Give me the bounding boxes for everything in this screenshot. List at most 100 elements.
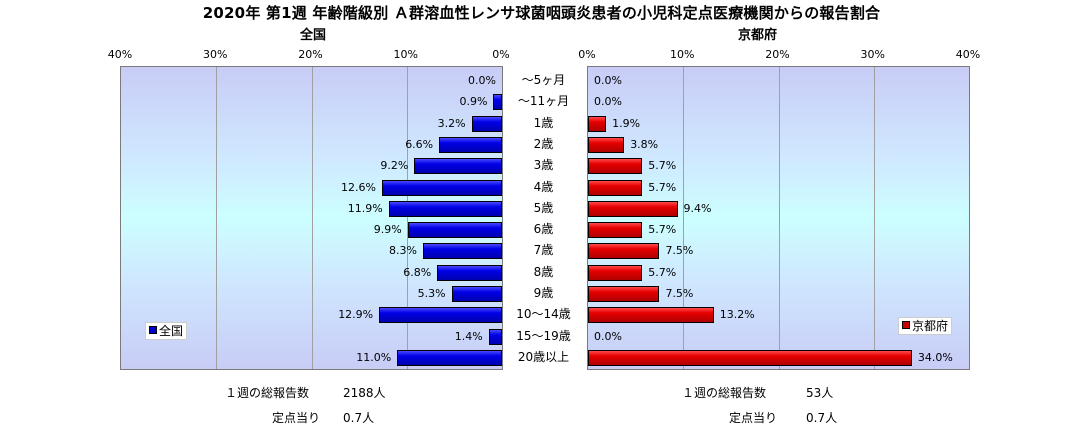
kyoto-value-label: 0.0% (594, 329, 622, 343)
right-axis-tick: 0% (578, 48, 596, 61)
national-value-label: 1.4% (454, 329, 483, 343)
category-label: ～11ヶ月 (517, 94, 570, 109)
kyoto-bar (588, 243, 660, 260)
national-value-label: 0.0% (468, 74, 496, 87)
footer-left-per-value: 0.7人 (343, 411, 375, 425)
kyoto-bar (588, 286, 660, 302)
national-bar (397, 349, 502, 366)
kyoto-value-label: 7.5% (665, 244, 694, 258)
national-value-label: 12.9% (338, 308, 374, 322)
national-bar (379, 307, 502, 324)
national-bar (388, 200, 502, 217)
footer-right-total-value: 53人 (806, 386, 834, 400)
legend-swatch-national (149, 326, 157, 334)
kyoto-bar (588, 264, 643, 281)
category-label: 10～14歳 (516, 307, 571, 322)
kyoto-value-label: 13.2% (719, 308, 755, 322)
category-label: 20歳以上 (517, 349, 570, 364)
gridline (683, 67, 685, 369)
kyoto-value-label: 1.9% (612, 116, 641, 130)
national-value-label: 12.6% (341, 180, 376, 194)
gridline (216, 67, 218, 369)
gridline (406, 67, 408, 369)
category-label: 6歳 (533, 222, 554, 237)
kyoto-value-label: 9.4% (683, 201, 712, 215)
left-axis-tick: 20% (298, 48, 323, 61)
category-label: 3歳 (533, 158, 554, 173)
legend-swatch-kyoto (902, 321, 910, 329)
national-value-label: 6.8% (403, 265, 432, 279)
right-axis-tick: 30% (860, 48, 885, 61)
national-bar (414, 158, 502, 175)
kyoto-value-label: 5.7% (648, 159, 677, 173)
national-bar (451, 286, 502, 302)
national-value-label: 11.9% (347, 201, 383, 215)
national-value-label: 8.3% (389, 244, 417, 258)
left-axis-tick: 30% (203, 48, 228, 61)
gridline (778, 67, 780, 369)
right-axis-tick: 40% (955, 48, 981, 61)
kyoto-bar (588, 179, 643, 196)
footer-right-total-label: １週の総報告数 (682, 386, 767, 400)
category-label: 2歳 (533, 136, 554, 151)
legend-national: 全国 (145, 322, 188, 340)
left-plot-area: 0.0% 0.9% 3.2% 6.6% 9.2% 12.6% 11.9% 9.9% 8.3% 6.… (120, 66, 503, 370)
left-axis-tick: 40% (107, 48, 133, 61)
footer-left-total-label: １週の総報告数 (225, 386, 310, 400)
national-value-label: 9.9% (373, 223, 402, 237)
footer-left-total-value: 2188人 (343, 386, 386, 400)
national-bar (488, 328, 502, 345)
category-label: 4歳 (533, 179, 554, 194)
right-panel-title: 京都府 (738, 28, 778, 43)
gridline (311, 67, 313, 369)
national-bar (437, 264, 502, 281)
national-value-label: 0.9% (459, 95, 488, 109)
left-axis-tick: 0% (492, 48, 510, 61)
legend-kyoto: 京都府 (898, 317, 953, 335)
category-label: 5歳 (533, 200, 554, 215)
kyoto-value-label: 0.0% (594, 74, 622, 87)
kyoto-value-label: 5.7% (648, 180, 677, 194)
kyoto-bar (588, 200, 678, 217)
kyoto-bar (588, 158, 643, 175)
kyoto-value-label: 7.5% (665, 287, 694, 300)
national-value-label: 6.6% (405, 137, 434, 151)
kyoto-bar (588, 222, 643, 239)
category-label: 8歳 (533, 264, 554, 279)
left-axis-tick: 10% (393, 48, 418, 61)
legend-label-kyoto: 京都府 (912, 319, 949, 333)
footer-right-per-label: 定点当り (729, 411, 778, 425)
national-value-label: 3.2% (437, 116, 466, 130)
kyoto-bar (588, 307, 714, 324)
national-bar (471, 115, 502, 132)
category-label: 7歳 (533, 243, 554, 258)
national-bar (407, 222, 502, 239)
left-panel-title: 全国 (300, 28, 327, 43)
category-label: ～5ヶ月 (521, 73, 566, 87)
category-label: 1歳 (533, 115, 554, 130)
chart-title: 2020年 第1週 年齢階級別 Ａ群溶血性レンサ球菌咽頭炎患者の小児科定点医療機… (202, 4, 881, 22)
kyoto-value-label: 3.8% (630, 137, 659, 151)
national-bar (493, 94, 502, 111)
kyoto-value-label: 34.0% (917, 350, 953, 364)
national-bar (381, 179, 502, 196)
kyoto-value-label: 5.7% (648, 265, 677, 279)
category-label: 9歳 (533, 286, 554, 300)
category-label: 15～19歳 (516, 328, 571, 343)
kyoto-value-label: 5.7% (648, 223, 677, 237)
kyoto-value-label: 0.0% (594, 95, 622, 109)
national-value-label: 9.2% (380, 159, 409, 173)
national-bar (422, 243, 502, 260)
kyoto-bar (588, 115, 607, 132)
footer-right-per-value: 0.7人 (806, 411, 838, 425)
national-bar (439, 136, 502, 153)
right-axis-tick: 20% (765, 48, 790, 61)
footer-left-per-label: 定点当り (272, 411, 321, 425)
national-value-label: 11.0% (356, 350, 392, 364)
legend-label-national: 全国 (159, 324, 184, 338)
kyoto-bar (588, 136, 625, 153)
kyoto-bar (588, 349, 912, 366)
gridline (873, 67, 875, 369)
right-axis-tick: 10% (670, 48, 695, 61)
national-value-label: 5.3% (417, 287, 446, 300)
